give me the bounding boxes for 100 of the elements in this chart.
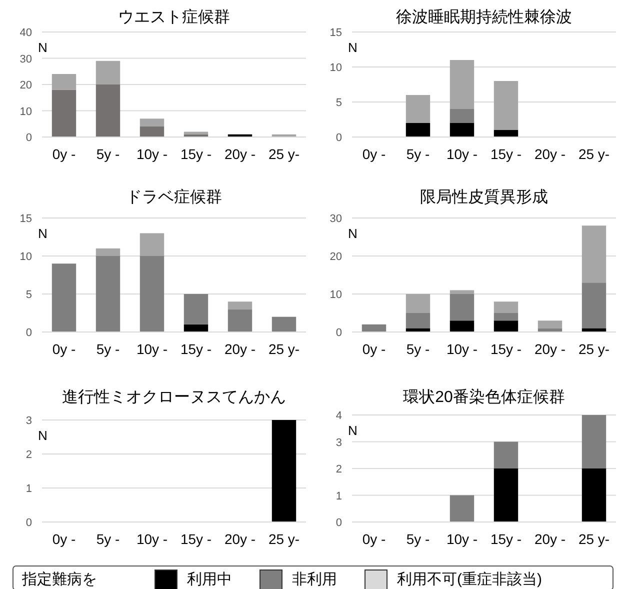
x-tick-label: 10y - <box>446 341 478 357</box>
y-tick-label: 5 <box>336 97 342 109</box>
chart-title: 環状20番染色体症候群 <box>403 388 565 406</box>
bar <box>184 324 208 332</box>
y-tick-label: 10 <box>330 62 342 74</box>
x-tick-label: 20y - <box>534 146 566 162</box>
x-tick-label: 25 y- <box>578 531 610 547</box>
x-tick-label: 5y - <box>96 146 120 162</box>
bar <box>52 74 76 90</box>
x-tick-label: 20y - <box>224 531 256 547</box>
y-axis-title: N <box>348 226 358 241</box>
y-tick-label: 0 <box>26 132 32 144</box>
bar <box>96 84 120 137</box>
y-tick-label: 5 <box>26 289 32 301</box>
legend-label: 非利用 <box>292 571 337 588</box>
y-tick-label: 1 <box>26 483 32 495</box>
legend-label: 利用不可(重症非該当) <box>397 571 542 588</box>
x-tick-label: 0y - <box>362 531 386 547</box>
y-tick-label: 3 <box>26 415 32 427</box>
x-tick-label: 0y - <box>52 341 76 357</box>
bar <box>582 468 606 522</box>
bar <box>140 256 164 332</box>
x-tick-label: 10y - <box>136 146 168 162</box>
x-tick-label: 0y - <box>52 531 76 547</box>
x-tick-label: 20y - <box>224 146 256 162</box>
x-tick-label: 25 y- <box>268 341 300 357</box>
x-tick-label: 5y - <box>96 341 120 357</box>
x-tick-label: 15y - <box>180 531 212 547</box>
bar <box>406 123 430 137</box>
chart-title: ドラベ症候群 <box>126 188 222 206</box>
y-tick-label: 15 <box>330 27 342 39</box>
bar <box>582 226 606 283</box>
x-tick-label: 20y - <box>534 341 566 357</box>
y-tick-label: 30 <box>20 53 32 66</box>
y-tick-label: 15 <box>20 213 32 225</box>
x-tick-label: 5y - <box>96 531 120 547</box>
x-tick-label: 15y - <box>490 531 522 547</box>
bar <box>538 320 562 328</box>
bar <box>406 95 430 123</box>
bar <box>450 294 474 321</box>
chart-title: 進行性ミオクローヌスてんかん <box>62 389 286 406</box>
bar <box>582 328 606 332</box>
x-tick-label: 0y - <box>362 341 386 357</box>
y-axis-title: N <box>38 428 48 443</box>
bar <box>406 294 430 313</box>
bar <box>140 118 164 126</box>
y-axis-title: N <box>348 423 358 438</box>
y-tick-label: 40 <box>20 27 32 39</box>
y-tick-label: 20 <box>330 251 342 263</box>
x-tick-label: 15y - <box>490 146 522 162</box>
bar <box>52 90 76 137</box>
y-tick-label: 0 <box>26 517 32 529</box>
bar <box>494 81 518 130</box>
y-tick-label: 2 <box>336 464 342 476</box>
bar <box>140 233 164 256</box>
bar <box>228 302 252 310</box>
bar <box>272 316 296 332</box>
x-tick-label: 0y - <box>52 146 76 162</box>
x-tick-label: 15y - <box>490 341 522 357</box>
bar <box>450 290 474 294</box>
bar <box>96 60 120 84</box>
chart-title: 限局性皮質異形成 <box>420 188 548 206</box>
bar <box>494 468 518 522</box>
y-tick-label: 10 <box>20 251 32 263</box>
legend-label: 利用中 <box>187 571 232 588</box>
chart-title: ウエスト症候群 <box>118 8 230 26</box>
y-axis-title: N <box>38 226 48 241</box>
y-tick-label: 3 <box>336 436 342 449</box>
x-tick-label: 25 y- <box>578 146 610 162</box>
bar <box>494 302 518 313</box>
y-tick-label: 1 <box>336 490 342 502</box>
y-tick-label: 4 <box>336 410 342 422</box>
bar <box>494 442 518 468</box>
chart-title: 徐波睡眠期持続性棘徐波 <box>396 8 572 26</box>
bar <box>406 328 430 332</box>
bar <box>582 415 606 468</box>
y-tick-label: 10 <box>20 106 32 118</box>
y-tick-label: 30 <box>330 213 342 225</box>
bar <box>228 309 252 332</box>
bar <box>582 282 606 328</box>
y-tick-label: 20 <box>20 80 32 92</box>
legend-title: 指定難病を <box>21 571 97 588</box>
x-tick-label: 20y - <box>534 531 566 547</box>
bar <box>184 294 208 324</box>
y-axis-title: N <box>38 40 48 55</box>
bar <box>450 123 474 137</box>
y-tick-label: 2 <box>26 449 32 461</box>
x-tick-label: 10y - <box>136 531 168 547</box>
bar <box>494 313 518 321</box>
x-tick-label: 10y - <box>446 146 478 162</box>
bar <box>450 320 474 332</box>
x-tick-label: 15y - <box>180 146 212 162</box>
bar <box>450 60 474 109</box>
x-tick-label: 5y - <box>406 341 430 357</box>
x-tick-label: 10y - <box>446 531 478 547</box>
bar <box>406 313 430 328</box>
y-axis-title: N <box>348 40 358 55</box>
bar <box>96 248 120 256</box>
y-tick-label: 0 <box>336 132 342 144</box>
y-tick-label: 10 <box>330 289 342 301</box>
